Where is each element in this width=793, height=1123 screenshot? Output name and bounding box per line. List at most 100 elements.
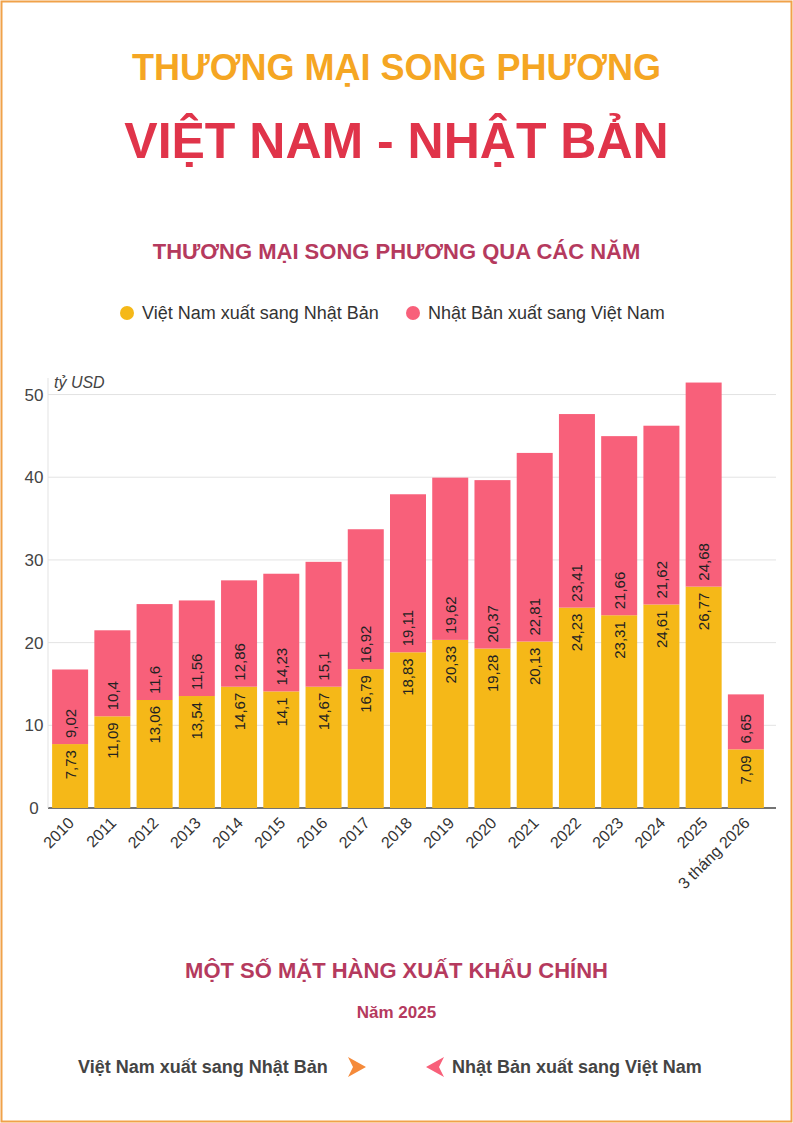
bar-segment bbox=[52, 669, 88, 744]
x-tick-label: 2010 bbox=[40, 814, 77, 851]
data-label: 12,86 bbox=[231, 643, 248, 681]
bar-segment bbox=[390, 494, 426, 652]
data-label: 6,65 bbox=[737, 714, 754, 743]
bar-segment bbox=[686, 587, 722, 808]
x-tick-label: 2011 bbox=[83, 814, 119, 850]
data-label: 11,6 bbox=[146, 666, 163, 694]
x-tick-label: 2025 bbox=[674, 814, 711, 851]
data-label: 22,81 bbox=[526, 598, 543, 636]
footer-left-label: Việt Nam xuất sang Nhật Bản bbox=[78, 1057, 328, 1077]
arrow-right bbox=[348, 1057, 366, 1077]
data-label: 18,83 bbox=[400, 658, 417, 696]
bar-segment bbox=[52, 744, 88, 808]
data-label: 13,06 bbox=[146, 706, 163, 744]
bar-segment bbox=[179, 600, 215, 696]
bar-segment bbox=[221, 687, 257, 808]
data-label: 26,77 bbox=[695, 593, 712, 631]
x-tick-label: 2021 bbox=[505, 814, 542, 851]
bar-segment bbox=[601, 436, 637, 615]
page: THƯƠNG MẠI SONG PHƯƠNG VIỆT NAM - NHẬT BẢ… bbox=[0, 0, 793, 1123]
chart-title: THƯƠNG MẠI SONG PHƯƠNG QUA CÁC NĂM bbox=[153, 239, 641, 264]
bar-segment bbox=[517, 453, 553, 642]
data-label: 23,41 bbox=[568, 564, 585, 602]
bar-segment bbox=[94, 716, 130, 808]
bar-segment bbox=[686, 383, 722, 587]
bar-segment bbox=[306, 687, 342, 808]
bar-segment bbox=[474, 480, 510, 648]
x-tick-label: 2024 bbox=[631, 814, 668, 851]
footer-subtitle: Năm 2025 bbox=[357, 1003, 436, 1022]
data-label: 20,37 bbox=[484, 605, 501, 643]
bar-segment bbox=[559, 414, 595, 608]
data-label: 14,67 bbox=[231, 693, 248, 731]
data-label: 7,09 bbox=[737, 755, 754, 784]
x-tick-label: 2012 bbox=[125, 814, 162, 851]
legend-label: Việt Nam xuất sang Nhật Bản bbox=[142, 303, 379, 323]
data-labels: 7,73 11,09 13,06 13,54 14,67 14,1 14,67 16,79 18… bbox=[62, 543, 755, 784]
data-label: 19,11 bbox=[400, 610, 417, 646]
legend-swatch bbox=[406, 306, 420, 320]
data-label: 24,68 bbox=[695, 543, 712, 581]
y-axis-line bbox=[48, 378, 49, 808]
bar-segment bbox=[263, 574, 299, 692]
data-label: 14,23 bbox=[273, 648, 290, 686]
bar-segment bbox=[728, 694, 764, 749]
data-label: 19,62 bbox=[442, 596, 459, 634]
footer-right-label: Nhật Bản xuất sang Việt Nam bbox=[452, 1057, 702, 1077]
frame bbox=[2, 2, 792, 1122]
legend-entry: Việt Nam xuất sang Nhật Bản bbox=[120, 303, 379, 323]
data-label: 13,54 bbox=[188, 702, 205, 740]
header-subtitle: VIỆT NAM - NHẬT BẢN bbox=[124, 113, 668, 169]
bar-segment bbox=[601, 615, 637, 808]
y-tick-label: 20 bbox=[25, 634, 44, 653]
legend-swatch bbox=[120, 306, 134, 320]
bar-segment bbox=[643, 426, 679, 605]
y-tick-label: 30 bbox=[25, 551, 44, 570]
bar-segment bbox=[306, 562, 342, 687]
data-label: 14,1 bbox=[273, 697, 290, 726]
arrow-left bbox=[426, 1057, 444, 1077]
bar-segment bbox=[390, 652, 426, 808]
footer-title: MỘT SỐ MẶT HÀNG XUẤT KHẨU CHÍNH bbox=[185, 957, 608, 983]
data-label: 11,56 bbox=[188, 654, 205, 690]
x-tick-label: 2014 bbox=[209, 814, 246, 851]
x-tick-label: 2019 bbox=[420, 814, 457, 851]
data-label: 23,31 bbox=[611, 621, 628, 659]
x-tick-label: 2015 bbox=[251, 814, 288, 851]
bar-segment bbox=[137, 700, 173, 808]
x-tick-label: 2017 bbox=[336, 814, 373, 851]
x-tick-label: 2022 bbox=[547, 814, 584, 851]
bars bbox=[52, 383, 764, 808]
bar-segment bbox=[94, 630, 130, 716]
y-tick-label: 50 bbox=[25, 386, 44, 405]
data-label: 15,1 bbox=[315, 651, 332, 680]
data-label: 14,67 bbox=[315, 693, 332, 731]
data-label: 7,73 bbox=[62, 750, 79, 779]
bar-segment bbox=[348, 529, 384, 669]
x-tick-label: 2018 bbox=[378, 814, 415, 851]
data-label: 24,23 bbox=[568, 614, 585, 652]
x-tick-label: 2013 bbox=[167, 814, 204, 851]
legend-entry: Nhật Bản xuất sang Việt Nam bbox=[406, 303, 665, 323]
y-tick-label: 0 bbox=[29, 799, 38, 818]
data-label: 24,61 bbox=[653, 610, 670, 648]
bar-segment bbox=[221, 580, 257, 686]
bar-segment bbox=[179, 696, 215, 808]
y-tick-label: 10 bbox=[25, 716, 44, 735]
data-label: 19,28 bbox=[484, 655, 501, 693]
data-label: 10,4 bbox=[104, 681, 121, 710]
bar-segment bbox=[432, 478, 468, 640]
bar-segment bbox=[474, 649, 510, 808]
header-title: THƯƠNG MẠI SONG PHƯƠNG bbox=[132, 47, 661, 88]
bar-segment bbox=[517, 642, 553, 808]
data-label: 11,09 bbox=[104, 722, 121, 758]
x-tick-label: 2016 bbox=[293, 814, 330, 851]
y-axis-label: tỷ USD bbox=[54, 374, 105, 391]
data-label: 9,02 bbox=[62, 709, 79, 738]
bar-segment bbox=[137, 604, 173, 700]
bar-segment bbox=[348, 669, 384, 808]
grid-line bbox=[48, 394, 776, 395]
data-label: 16,92 bbox=[357, 626, 374, 664]
y-tick-label: 40 bbox=[25, 468, 44, 487]
data-label: 16,79 bbox=[357, 675, 374, 713]
